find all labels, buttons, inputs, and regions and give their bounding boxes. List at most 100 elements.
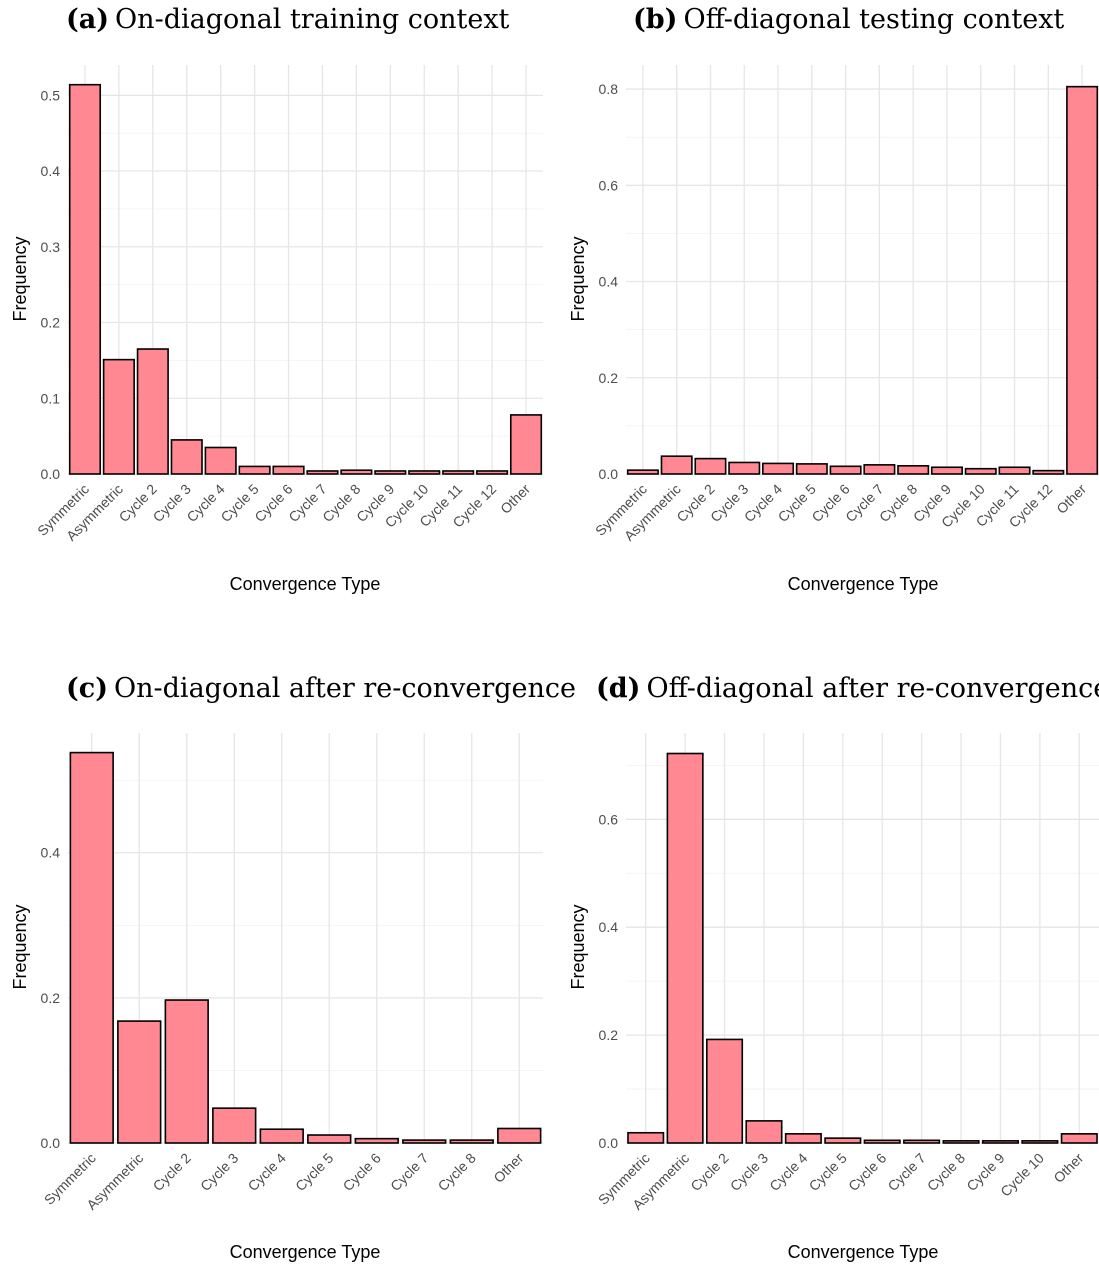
panel-b-bar: [626, 469, 659, 475]
panel-c-y-axis-label: Frequency: [10, 904, 30, 989]
panel-a-y-tick-label: 0.3: [41, 239, 61, 255]
panel-a-bar: [408, 470, 441, 475]
panel-a-y-tick-label: 0.2: [41, 315, 61, 331]
panel-b: (b) Off-diagonal testing context 0.0 0.2 0.…: [568, 4, 1099, 594]
panel-a: (a) On-diagonal training context 0.0 0.1 0.…: [10, 4, 543, 594]
panel-c-x-tick-label: Cycle 2: [150, 1150, 194, 1194]
panel-c-x-tick-label: Cycle 3: [197, 1150, 241, 1194]
panel-b-bar: [1032, 469, 1065, 475]
panel-b-bar: [863, 464, 896, 475]
panel-d-y-tick-label: 0.6: [599, 811, 619, 827]
panel-d-y-tick-label: 0.4: [599, 919, 619, 935]
panel-a-bar: [238, 465, 271, 475]
panel-b-y-tick-label: 0.0: [599, 466, 619, 482]
panel-d-bar: [627, 1131, 665, 1144]
panel-b-y-axis-label: Frequency: [568, 236, 588, 321]
panel-a-bar: [476, 470, 509, 475]
panel-a-bar: [509, 414, 543, 475]
panel-c-bar: [69, 751, 114, 1144]
panel-a-bar: [204, 446, 237, 475]
panel-b-y-tick-label: 0.2: [599, 370, 619, 386]
panel-c: (c) On-diagonal after re-convergence 0.0 0…: [10, 673, 576, 1262]
panel-d-x-tick-label: Cycle 7: [884, 1150, 928, 1194]
panel-a-bar: [340, 469, 373, 475]
panel-c-x-tick-label: Cycle 5: [292, 1150, 336, 1194]
panel-d-x-tick-label: Cycle 3: [727, 1150, 771, 1194]
panel-b-bar: [998, 466, 1031, 475]
panel-d-bar: [784, 1133, 822, 1144]
panel-c-x-tick-label: Other: [490, 1150, 526, 1186]
panel-b-bar: [897, 465, 930, 475]
panel-d-title: (d) Off-diagonal after re-convergence: [596, 673, 1099, 704]
panel-a-y-axis-label: Frequency: [10, 236, 30, 321]
panel-d-bar: [1021, 1140, 1059, 1144]
panel-a-bar: [306, 470, 339, 475]
panel-c-y-tick-label: 0.0: [41, 1135, 61, 1151]
panel-d-bar: [903, 1139, 941, 1144]
panel-b-x-tick-label: Other: [1053, 481, 1089, 517]
panel-c-x-tick-label: Cycle 8: [435, 1150, 479, 1194]
panel-c-bar: [307, 1134, 352, 1144]
panel-c-bar: [212, 1107, 257, 1144]
panel-d-x-tick-label: Cycle 2: [687, 1150, 731, 1194]
panel-a-bar: [442, 470, 475, 475]
panel-a-bar: [136, 348, 169, 475]
panel-c-x-tick-label: Cycle 7: [387, 1150, 431, 1194]
panel-b-bar: [660, 455, 693, 475]
panel-d-y-tick-label: 0.2: [599, 1027, 619, 1043]
panel-d-x-tick-label: Other: [1050, 1150, 1086, 1186]
panel-c-x-tick-label: Cycle 4: [245, 1150, 289, 1194]
panel-b-y-tick-label: 0.6: [599, 177, 619, 193]
panel-b-bar: [1066, 85, 1099, 475]
panel-c-bar: [402, 1139, 447, 1144]
panel-b-y-tick-label: 0.4: [599, 274, 619, 290]
panel-d-bar: [981, 1140, 1019, 1144]
panel-c-y-tick-label: 0.4: [41, 845, 61, 861]
panel-b-bar: [930, 466, 963, 475]
panel-c-title: (c) On-diagonal after re-convergence: [66, 673, 576, 704]
panel-d-x-axis-label: Convergence Type: [788, 1242, 939, 1262]
panel-b-title: (b) Off-diagonal testing context: [633, 4, 1064, 35]
panel-b-bar: [762, 462, 795, 475]
panel-b-y-tick-label: 0.8: [599, 81, 619, 97]
panel-c-bar: [449, 1139, 494, 1144]
panel-d: (d) Off-diagonal after re-convergence 0.0…: [568, 673, 1099, 1262]
panel-c-bar: [117, 1020, 162, 1144]
panel-b-bar: [829, 465, 862, 475]
panel-d-bar: [863, 1139, 901, 1144]
panel-c-bar: [259, 1128, 304, 1144]
panel-a-x-tick-label: Other: [497, 481, 533, 517]
panel-b-x-axis-label: Convergence Type: [788, 574, 939, 594]
panel-c-y-tick-label: 0.2: [41, 990, 61, 1006]
panel-a-bar: [272, 465, 305, 475]
panel-a-bar: [102, 358, 135, 475]
panel-b-bar: [694, 457, 727, 475]
panel-d-bar: [824, 1137, 862, 1144]
panel-d-x-tick-label: Cycle 10: [997, 1150, 1047, 1200]
panel-d-bar: [1060, 1133, 1098, 1144]
panel-a-y-tick-label: 0.1: [41, 390, 61, 406]
panel-a-y-tick-label: 0.0: [41, 466, 61, 482]
panel-d-y-tick-label: 0.0: [599, 1135, 619, 1151]
panel-a-y-tick-label: 0.4: [41, 163, 61, 179]
panel-b-bar: [964, 467, 997, 475]
panel-d-bar: [745, 1120, 783, 1144]
panel-d-bar: [942, 1140, 980, 1144]
panel-c-bar: [354, 1137, 399, 1144]
panel-d-x-tick-label: Cycle 8: [924, 1150, 968, 1194]
panel-d-x-tick-label: Cycle 5: [806, 1150, 850, 1194]
panel-a-x-axis-label: Convergence Type: [230, 574, 381, 594]
panel-a-title: (a) On-diagonal training context: [66, 4, 510, 35]
panel-c-x-tick-label: Cycle 6: [340, 1150, 384, 1194]
panel-d-bar: [706, 1038, 744, 1144]
panel-d-y-axis-label: Frequency: [568, 904, 588, 989]
panel-c-bar: [497, 1127, 542, 1144]
panel-a-bar: [170, 439, 203, 475]
panel-d-x-tick-label: Cycle 6: [845, 1150, 889, 1194]
panel-d-x-tick-label: Cycle 4: [766, 1150, 810, 1194]
panel-d-bar: [666, 752, 704, 1144]
panel-c-bar: [164, 999, 209, 1144]
panel-b-bar: [728, 461, 761, 475]
panel-a-y-tick-label: 0.5: [41, 87, 61, 103]
